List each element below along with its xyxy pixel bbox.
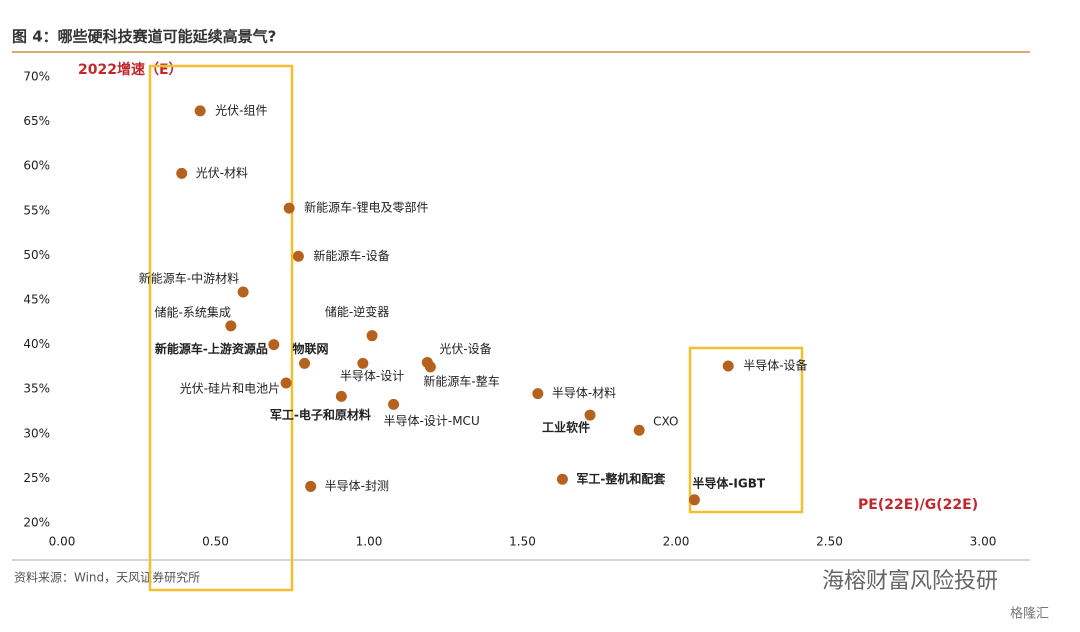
point-label: 新能源车-中游材料 bbox=[139, 270, 239, 285]
y-tick-label: 25% bbox=[23, 471, 50, 485]
x-tick-label: 0.00 bbox=[49, 535, 76, 549]
watermark-logo: 格隆汇 bbox=[1010, 606, 1049, 622]
point-label: 半导体-设备 bbox=[743, 359, 807, 373]
point-label: 储能-逆变器 bbox=[325, 304, 389, 319]
point bbox=[305, 480, 317, 492]
point-label: 新能源车-整车 bbox=[423, 373, 499, 388]
point bbox=[424, 361, 436, 373]
point-label: 光伏-组件 bbox=[215, 103, 267, 117]
point bbox=[283, 202, 295, 214]
y-tick-label: 50% bbox=[23, 248, 50, 262]
x-tick-label: 3.00 bbox=[970, 535, 997, 549]
point bbox=[633, 424, 645, 436]
point-label: 物联网 bbox=[293, 341, 329, 356]
point bbox=[688, 494, 700, 506]
highlight-box bbox=[688, 346, 804, 514]
point-label: 光伏-硅片和电池片 bbox=[180, 381, 280, 395]
x-tick-label: 1.00 bbox=[356, 535, 383, 549]
point bbox=[335, 390, 347, 402]
point bbox=[280, 377, 292, 389]
point bbox=[388, 398, 400, 410]
point-label: 半导体-封测 bbox=[325, 479, 389, 493]
y-tick-label: 30% bbox=[23, 426, 50, 440]
source-note: 资料来源：Wind，天风证券研究所 bbox=[14, 570, 200, 585]
point-label: CXO bbox=[653, 415, 678, 429]
y-tick-label: 70% bbox=[23, 70, 50, 84]
x-tick-label: 2.50 bbox=[816, 535, 843, 549]
point bbox=[268, 339, 280, 351]
point-label: 工业软件 bbox=[542, 420, 590, 435]
point bbox=[556, 473, 568, 485]
point bbox=[722, 360, 734, 372]
x-tick-label: 1.50 bbox=[509, 535, 536, 549]
point-label: 新能源车-锂电及零部件 bbox=[304, 200, 428, 215]
point bbox=[292, 250, 304, 262]
y-tick-label: 65% bbox=[23, 114, 50, 128]
x-tick-label: 0.50 bbox=[202, 535, 229, 549]
highlight-box bbox=[148, 64, 294, 592]
point bbox=[357, 357, 369, 369]
point bbox=[176, 167, 188, 179]
point-label: 半导体-设计 bbox=[340, 369, 404, 383]
point bbox=[237, 286, 249, 298]
y-tick-label: 35% bbox=[23, 382, 50, 396]
point-label: 光伏-材料 bbox=[196, 166, 248, 180]
point-label: 新能源车-设备 bbox=[313, 248, 389, 263]
point bbox=[299, 357, 311, 369]
x-axis-label: PE(22E)/G(22E) bbox=[858, 497, 978, 513]
y-tick-label: 20% bbox=[23, 516, 50, 530]
point-label: 半导体-材料 bbox=[552, 386, 616, 400]
point-label: 新能源车-上游资源品 bbox=[155, 341, 268, 356]
y-tick-label: 60% bbox=[23, 159, 50, 173]
y-axis-label: 2022增速（E） bbox=[78, 61, 183, 78]
point bbox=[532, 388, 544, 400]
point-label: 光伏-设备 bbox=[439, 342, 491, 356]
y-tick-label: 40% bbox=[23, 337, 50, 351]
point-label: 军工-电子和原材料 bbox=[270, 407, 371, 422]
point bbox=[225, 320, 237, 332]
point-label: 储能-系统集成 bbox=[155, 304, 231, 319]
chart-title: 图 4：哪些硬科技赛道可能延续高景气? bbox=[12, 28, 276, 46]
point-label: 军工-整机和配套 bbox=[576, 471, 666, 486]
y-tick-label: 45% bbox=[23, 293, 50, 307]
x-tick-label: 2.00 bbox=[663, 535, 690, 549]
point-label: 半导体-设计-MCU bbox=[384, 414, 480, 428]
y-tick-label: 55% bbox=[23, 203, 50, 217]
point-label: 半导体-IGBT bbox=[692, 475, 765, 490]
point bbox=[584, 409, 596, 421]
point bbox=[366, 330, 378, 342]
watermark: 海榕财富风险投研 bbox=[822, 569, 998, 594]
point bbox=[194, 105, 206, 117]
